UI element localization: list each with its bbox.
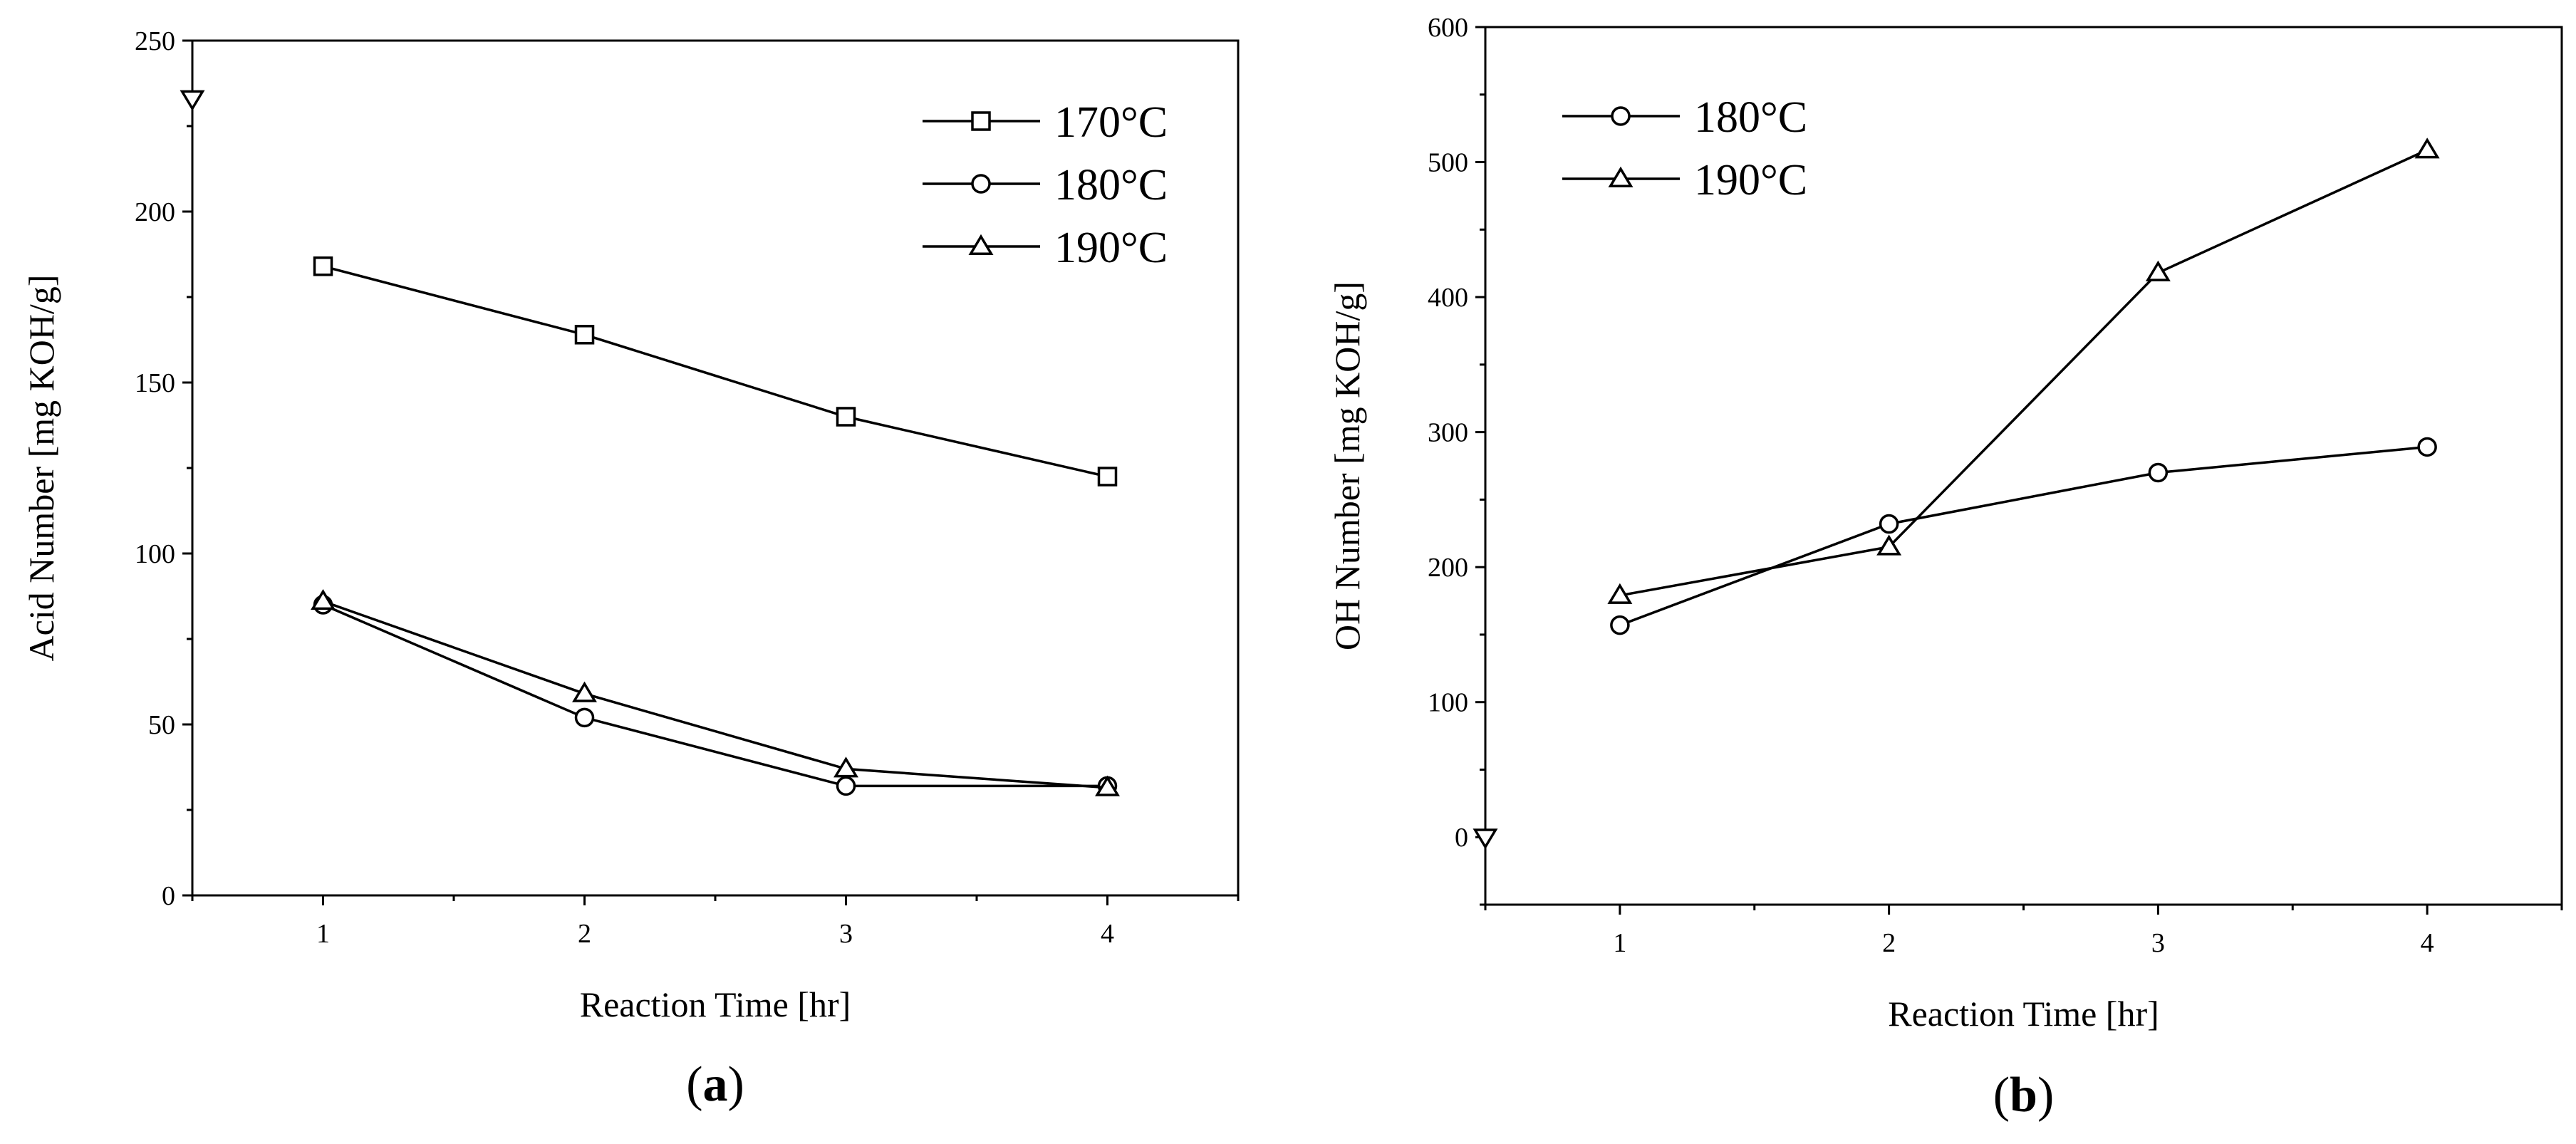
data-point (836, 407, 856, 427)
y-axis-label: Acid Number [mg KOH/g] (21, 275, 61, 662)
panel-label: (b) (1993, 1068, 2055, 1123)
data-point (1095, 775, 1120, 796)
y-tick-label: 600 (1428, 13, 1468, 43)
y-tick-label: 50 (148, 710, 175, 740)
legend-marker (971, 111, 991, 131)
legend: 170°C 180°C 190°C (923, 98, 1168, 272)
legend-label: 170°C (1054, 98, 1168, 147)
y-tick-label: 250 (135, 26, 175, 56)
data-point (311, 588, 336, 610)
y-tick-label: 100 (1428, 688, 1468, 718)
series-line (1619, 445, 2428, 627)
data-point (2145, 260, 2171, 281)
data-point (2414, 137, 2440, 159)
x-tick-label: 4 (1101, 919, 1114, 949)
data-point (1879, 514, 1899, 534)
series-line (322, 603, 1108, 788)
chart-panel-a: 0 50 100 150 200 250 1 2 3 4 Reaction Time [hr] Aci… (21, 26, 1240, 1112)
data-point (833, 756, 858, 778)
y-tick-label: 200 (1428, 553, 1468, 583)
data-point (572, 681, 597, 702)
series-190°C (311, 588, 1120, 796)
data-point (1097, 467, 1118, 487)
legend-marker (971, 174, 991, 194)
y-tick-label: 400 (1428, 283, 1468, 313)
legend-label: 190°C (1054, 224, 1168, 272)
data-point (836, 776, 856, 796)
y-axis-label: OH Number [mg KOH/g] (1327, 281, 1367, 650)
data-point (574, 325, 595, 345)
data-point (2417, 437, 2437, 457)
series-line (1619, 148, 2428, 597)
legend-marker (1608, 166, 1634, 187)
x-axis-label: Reaction Time [hr] (580, 984, 851, 1024)
y-tick-label: 150 (135, 368, 175, 398)
extra-data-point (1473, 828, 1498, 850)
plot-frame (1484, 26, 2563, 906)
data-point (1610, 615, 1630, 635)
legend-label: 180°C (1054, 161, 1168, 209)
legend-label: 180°C (1694, 93, 1807, 142)
series-line (322, 600, 1108, 789)
x-tick-label: 4 (2421, 928, 2434, 958)
x-tick-label: 2 (1882, 928, 1896, 958)
data-point (313, 256, 333, 276)
x-tick-label: 1 (316, 919, 330, 949)
oh-number-chart: 0 100 200 300 400 500 600 1 2 3 4 Reaction Time [hr… (1327, 13, 2563, 1123)
series-170°C (313, 256, 1118, 487)
x-tick-label: 2 (578, 919, 591, 949)
y-tick-label: 500 (1428, 148, 1468, 178)
data-point (574, 707, 595, 728)
x-tick-label: 1 (1613, 928, 1626, 958)
series-190°C (1607, 137, 2440, 604)
series-180°C (1610, 437, 2437, 635)
data-point (1607, 583, 1633, 604)
panel-label: (a) (686, 1057, 744, 1112)
y-tick-label: 200 (135, 197, 175, 227)
acid-number-chart: 0 50 100 150 200 250 1 2 3 4 Reaction Time [hr] Aci… (21, 26, 1240, 1112)
x-tick-label: 3 (2151, 928, 2165, 958)
data-point (2148, 462, 2169, 483)
legend: 180°C 190°C (1562, 93, 1807, 204)
y-tick-label: 0 (162, 881, 175, 911)
legend-marker (1611, 106, 1631, 126)
series-180°C (313, 595, 1118, 796)
chart-panel-b: 0 100 200 300 400 500 600 1 2 3 4 Reaction Time [hr… (1288, 0, 2576, 1144)
data-point (1876, 534, 1902, 556)
legend-label: 190°C (1694, 156, 1807, 204)
y-tick-label: 0 (1455, 823, 1468, 853)
extra-data-point (180, 90, 205, 111)
x-tick-label: 3 (839, 919, 853, 949)
y-tick-label: 300 (1428, 418, 1468, 448)
y-tick-label: 100 (135, 539, 175, 569)
x-axis-label: Reaction Time [hr] (1888, 994, 2159, 1034)
series-line (323, 265, 1108, 478)
legend-marker (968, 234, 994, 255)
